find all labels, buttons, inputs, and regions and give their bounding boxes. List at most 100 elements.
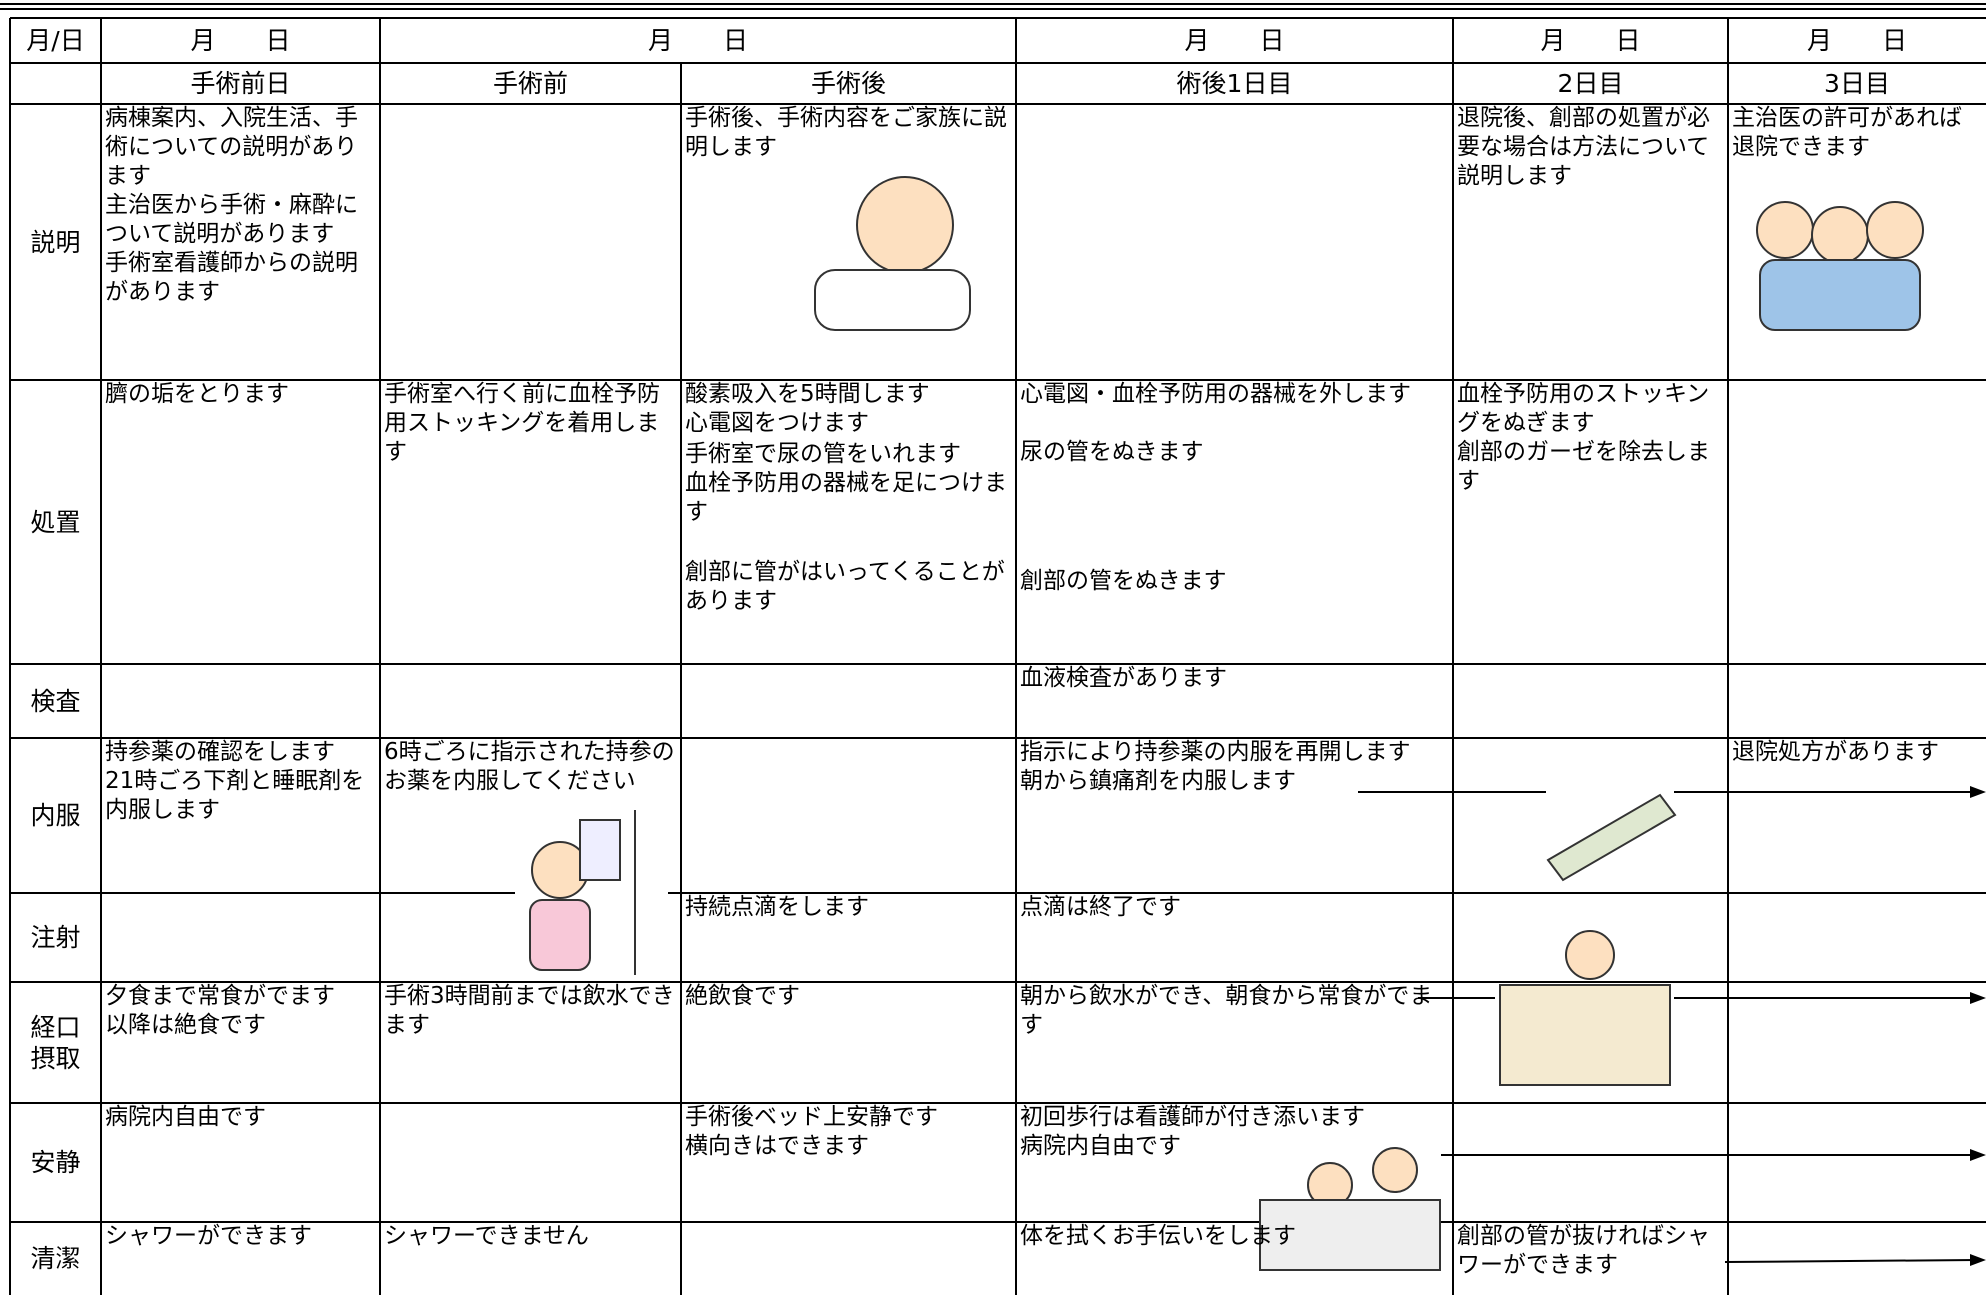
date-header: 月 日 [1453, 18, 1728, 63]
cell-text: 点滴は終了です [1020, 894, 1181, 920]
date-text: 月 日 [647, 26, 748, 55]
phase-header: 手術後 [681, 63, 1016, 104]
table-cell [1728, 893, 1986, 982]
table-cell [101, 893, 380, 982]
row-label: 経口 摂取 [10, 982, 101, 1103]
table-cell: 持続点滴をします [681, 893, 1016, 982]
table-cell: 手術後ベッド上安静です 横向きはできます [681, 1103, 1016, 1222]
cell-text: 指示により持参薬の内服を再開します [1020, 739, 1411, 765]
cell-text: 血栓予防用のストッキングをぬぎます [1457, 381, 1710, 436]
table-cell: 手術後、手術内容をご家族に説明します [681, 104, 1016, 380]
cell-text: 病院内自由です [105, 1104, 266, 1130]
date-text: 月 日 [1184, 26, 1285, 55]
table-cell: 手術室へ行く前に血栓予防用ストッキングを着用します [380, 380, 681, 664]
date-header: 月 日 [1016, 18, 1453, 63]
row-label: 処置 [10, 380, 101, 664]
phase-header: 2日目 [1453, 63, 1728, 104]
phase-header: 術後1日目 [1016, 63, 1453, 104]
cell-text: 主治医から手術・麻酔について説明があります [105, 192, 358, 247]
table-cell [380, 664, 681, 738]
table-cell [1453, 664, 1728, 738]
cell-text: 夕食まで常食がでます [105, 983, 335, 1009]
table-cell: 絶飲食です [681, 982, 1016, 1103]
label-text: 摂取 [30, 1043, 81, 1073]
cell-text: 病院内自由です [1020, 1133, 1181, 1159]
table-cell: 創部の管が抜ければシャワーができます [1453, 1222, 1728, 1295]
phase-header: 3日目 [1728, 63, 1986, 104]
table-cell: 病棟案内、入院生活、手術についての説明があります 主治医から手術・麻酔について説明… [101, 104, 380, 380]
table-cell: 血液検査があります [1016, 664, 1453, 738]
table-cell [1453, 738, 1728, 893]
table-cell: 点滴は終了です [1016, 893, 1453, 982]
phase-text: 手術後 [810, 69, 886, 98]
table-cell: シャワーできません [380, 1222, 681, 1295]
cell-text: シャワーができます [105, 1223, 312, 1249]
cell-text: 手術室で尿の管をいれます [685, 441, 961, 467]
table-cell [1728, 380, 1986, 664]
table-cell: 病院内自由です [101, 1103, 380, 1222]
cell-text: 尿の管をぬきます [1020, 439, 1204, 465]
row-label: 検査 [10, 664, 101, 738]
table-cell [1728, 664, 1986, 738]
row-label: 内服 [10, 738, 101, 893]
table-cell [380, 104, 681, 380]
table-cell: 持参薬の確認をします 21時ごろ下剤と睡眠剤を内服します [101, 738, 380, 893]
cell-text: 創部に管がはいってくることがあります [685, 559, 1005, 614]
table-cell: 心電図・血栓予防用の器械を外します 尿の管をぬきます 創部の管をぬきます [1016, 380, 1453, 664]
cell-text: 臍の垢をとります [105, 381, 289, 407]
row-label: 注射 [10, 893, 101, 982]
cell-text: 体を拭くお手伝いをします [1020, 1223, 1296, 1249]
table-cell: 主治医の許可があれば退院できます [1728, 104, 1986, 380]
cell-text: 退院後、創部の処置が必要な場合は方法について説明します [1457, 105, 1710, 189]
cell-text: 主治医の許可があれば退院できます [1732, 105, 1962, 160]
table-cell: 朝から飲水ができ、朝食から常食がでます [1016, 982, 1453, 1103]
table-cell [681, 664, 1016, 738]
date-text: 月/日 [26, 26, 85, 55]
cell-text: 病棟案内、入院生活、手術についての説明があります [105, 105, 358, 189]
cell-text: 横向きはできます [685, 1133, 869, 1159]
date-text: 月 日 [1806, 26, 1907, 55]
cell-text: 創部の管をぬきます [1020, 568, 1227, 594]
label-text: 清潔 [30, 1244, 81, 1273]
phase-header: 手術前 [380, 63, 681, 104]
cell-text: 手術室看護師からの説明があります [105, 250, 358, 305]
table-cell: シャワーができます [101, 1222, 380, 1295]
table-cell: 夕食まで常食がでます 以降は絶食です [101, 982, 380, 1103]
date-header: 月 日 [1728, 18, 1986, 63]
label-text: 安静 [30, 1148, 81, 1177]
cell-text: 以降は絶食です [105, 1012, 266, 1038]
cell-text: 心電図をつけます [685, 410, 869, 436]
table-cell [1453, 982, 1728, 1103]
cell-text: 21時ごろ下剤と睡眠剤を内服します [105, 768, 365, 823]
cell-text: 絶飲食です [685, 983, 800, 1009]
cell-text: 血液検査があります [1020, 665, 1227, 691]
date-header: 月 日 [101, 18, 380, 63]
cell-text: 血栓予防用の器械を足につけます [685, 470, 1007, 525]
cell-text: 創部の管が抜ければシャワーができます [1457, 1223, 1710, 1278]
label-text: 検査 [30, 686, 81, 716]
table-cell [1016, 104, 1453, 380]
row-label: 清潔 [10, 1222, 101, 1295]
table-cell [1728, 982, 1986, 1103]
table-cell [1728, 1222, 1986, 1295]
table-cell: 手術3時間前までは飲水できます [380, 982, 681, 1103]
phase-text: 手術前 [492, 69, 568, 98]
table-cell: 血栓予防用のストッキングをぬぎます 創部のガーゼを除去します [1453, 380, 1728, 664]
cell-text: 退院処方があります [1732, 739, 1939, 765]
label-text: 処置 [30, 507, 81, 537]
cell-text: 心電図・血栓予防用の器械を外します [1020, 381, 1411, 407]
cell-text: シャワーできません [384, 1223, 589, 1249]
table-cell: 退院処方があります [1728, 738, 1986, 893]
table-cell [380, 893, 681, 982]
table-cell [681, 1222, 1016, 1295]
cell-text: 手術後、手術内容をご家族に説明します [685, 105, 1007, 160]
row-label: 安静 [10, 1103, 101, 1222]
table-cell: 退院後、創部の処置が必要な場合は方法について説明します [1453, 104, 1728, 380]
table-cell [1728, 1103, 1986, 1222]
date-header: 月/日 [10, 18, 101, 63]
cell-text: 手術3時間前までは飲水できます [384, 983, 675, 1038]
cell-text: 6時ごろに指示された持参のお薬を内服してください [384, 739, 675, 794]
cell-text: 手術後ベッド上安静です [685, 1104, 938, 1130]
table-cell [1453, 893, 1728, 982]
